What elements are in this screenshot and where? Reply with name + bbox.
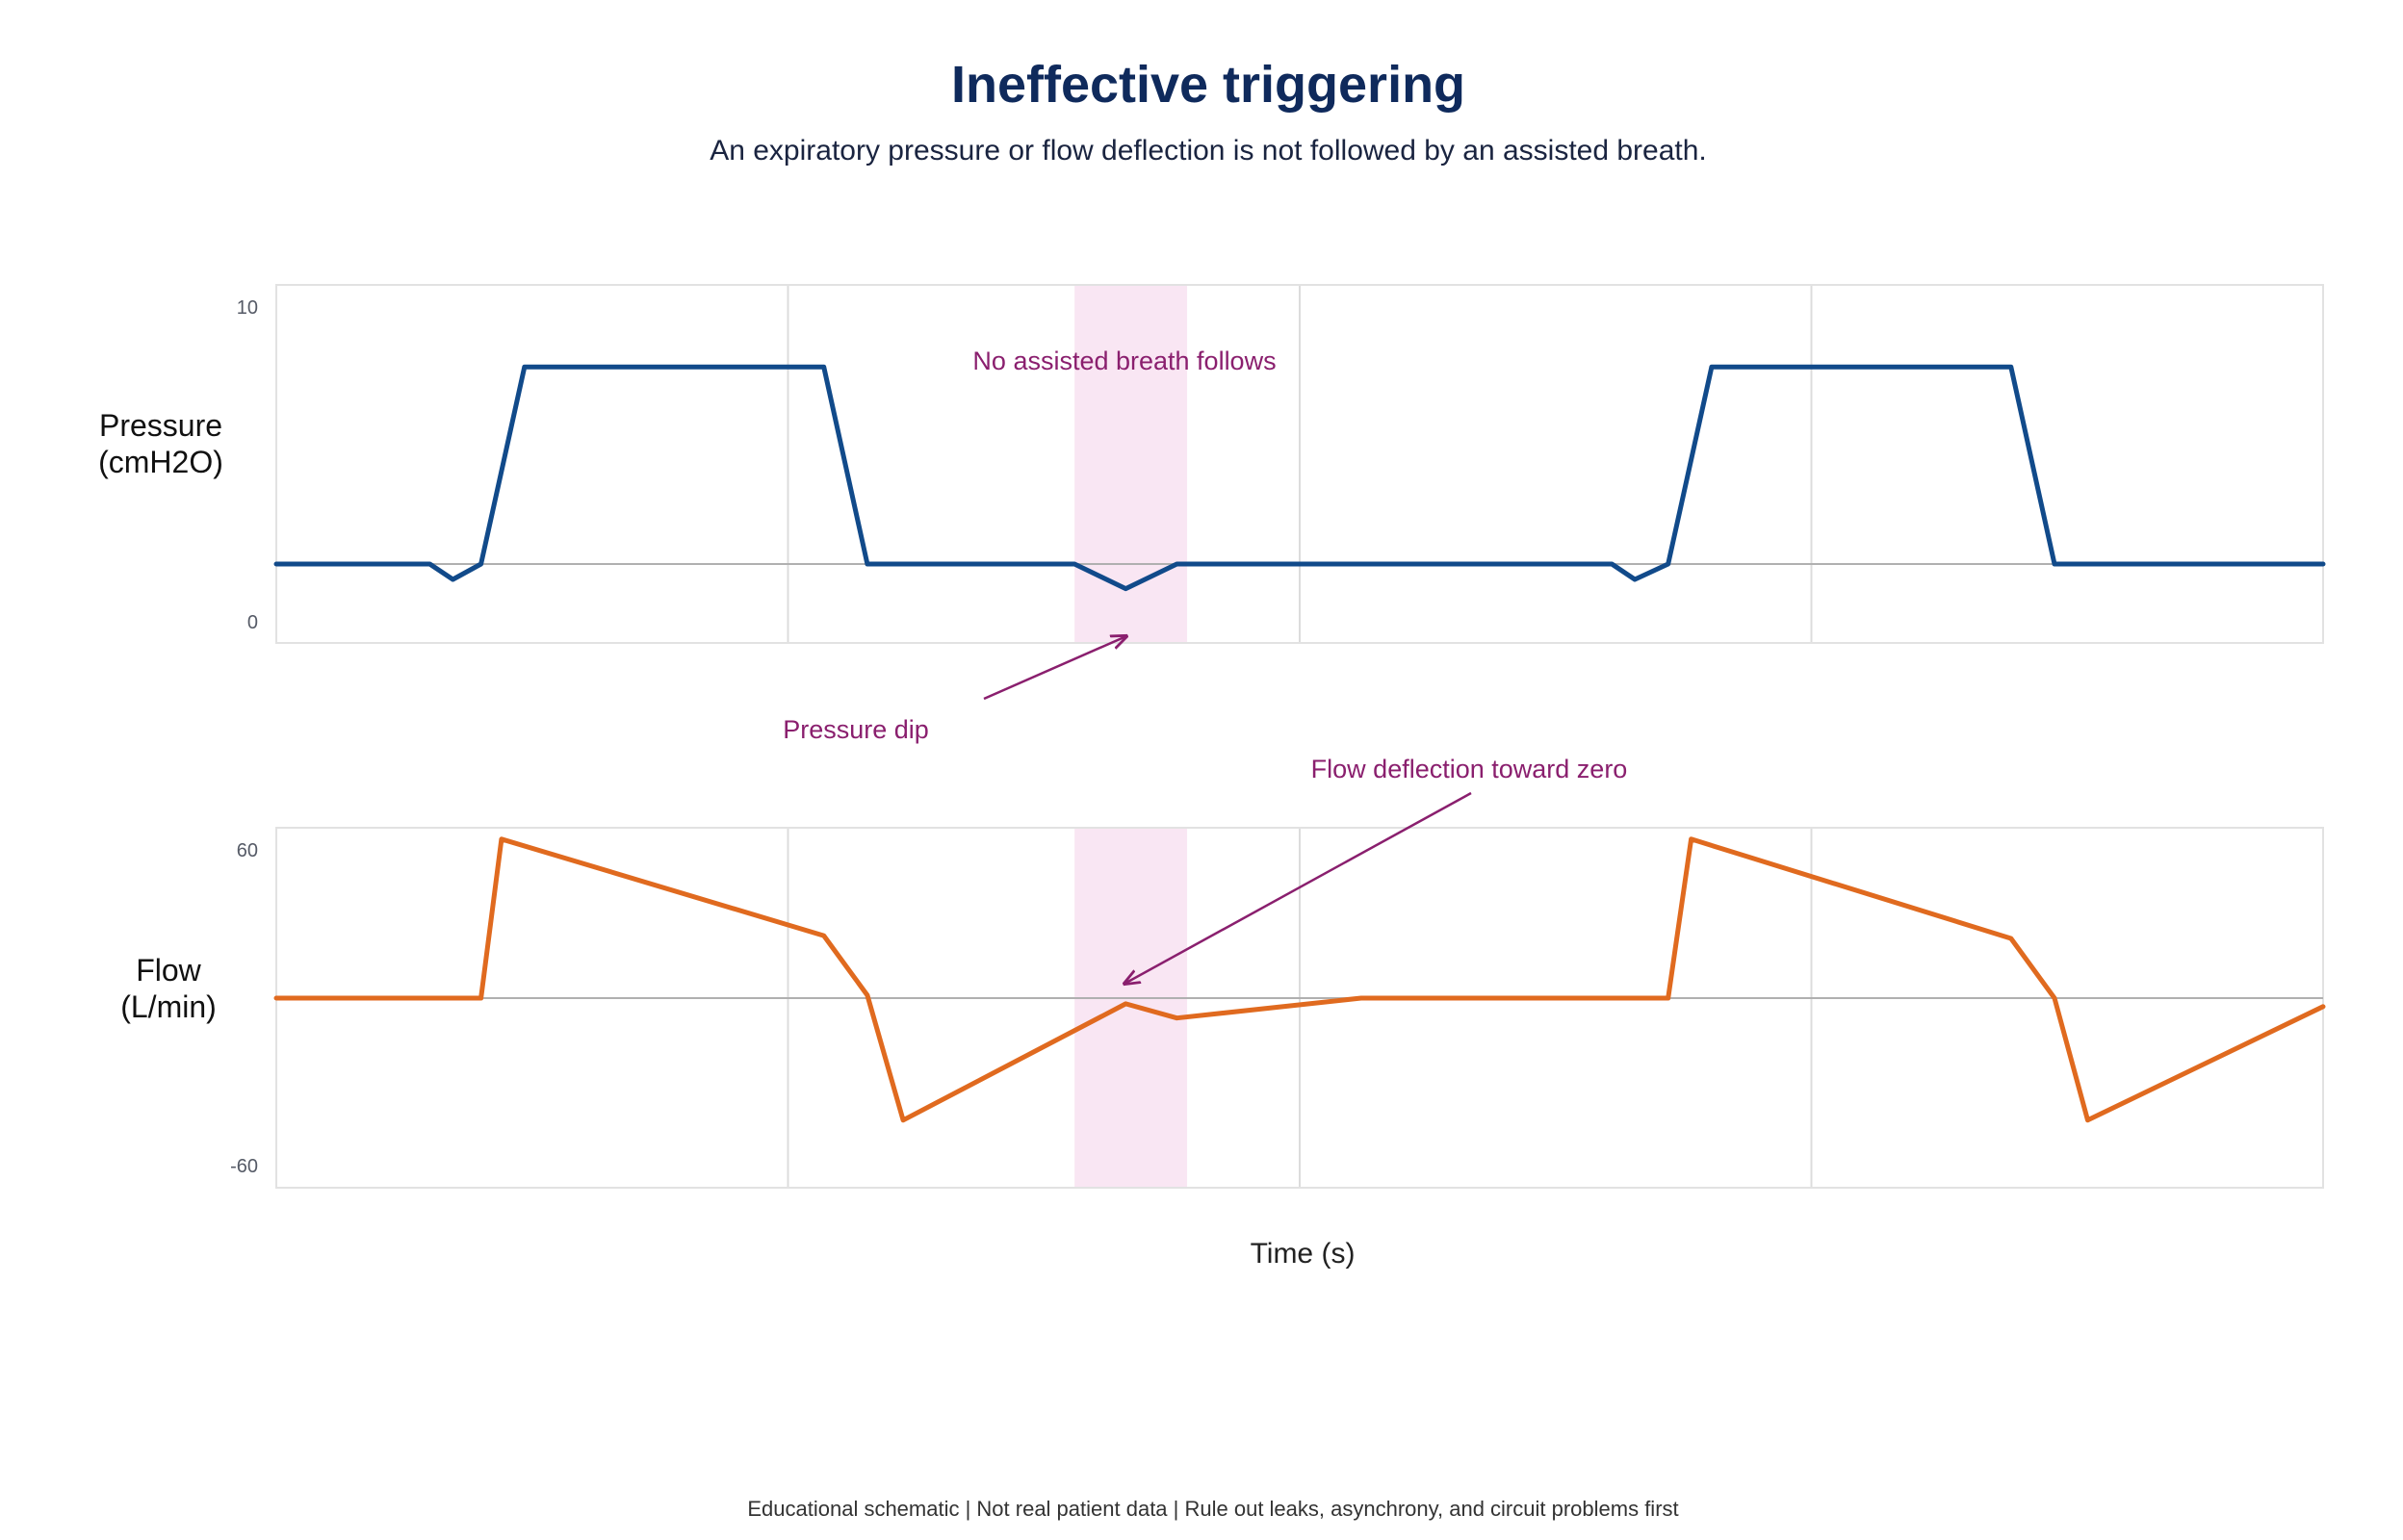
pressure-highlight-band <box>1074 285 1188 643</box>
flow-y-tick-bottom: -60 <box>230 1156 258 1177</box>
chart-title: Ineffective triggering <box>951 56 1465 114</box>
axis-label-line: (L/min) <box>120 989 217 1024</box>
flow-panel: 60 -60 Flow (L/min) Flow deflection towar… <box>120 755 2326 1270</box>
axis-label-line: Pressure <box>99 408 222 443</box>
flow-y-tick-top: 60 <box>237 840 258 861</box>
flow-deflection-arrow <box>1124 791 1472 984</box>
flow-series-line <box>273 836 2326 1123</box>
pressure-axis-label: Pressure (cmH2O) <box>98 408 223 479</box>
annotation-flow-deflection: Flow deflection toward zero <box>1311 755 1628 783</box>
pressure-grid <box>787 285 1813 643</box>
time-axis-label: Time (s) <box>1251 1238 1356 1270</box>
chart-subtitle: An expiratory pressure or flow deflectio… <box>710 135 1707 167</box>
footer-note: Educational schematic | Not real patient… <box>747 1497 1678 1521</box>
pressure-y-tick-top: 10 <box>237 297 258 319</box>
axis-label-line: Flow <box>136 953 201 988</box>
annotation-pressure-dip: Pressure dip <box>783 715 929 744</box>
pressure-plot-frame <box>275 284 2324 644</box>
annotation-no-assisted-breath: No assisted breath follows <box>972 346 1276 375</box>
axis-label-line: (cmH2O) <box>98 445 223 479</box>
pressure-panel: 10 0 Pressure (cmH2O) No assisted breath … <box>98 284 2326 744</box>
flow-highlight-band <box>1074 828 1188 1188</box>
pressure-y-tick-bottom: 0 <box>247 612 258 633</box>
pressure-dip-arrow <box>983 636 1126 701</box>
pressure-series-line <box>273 364 2326 592</box>
flow-axis-label: Flow (L/min) <box>120 953 217 1024</box>
